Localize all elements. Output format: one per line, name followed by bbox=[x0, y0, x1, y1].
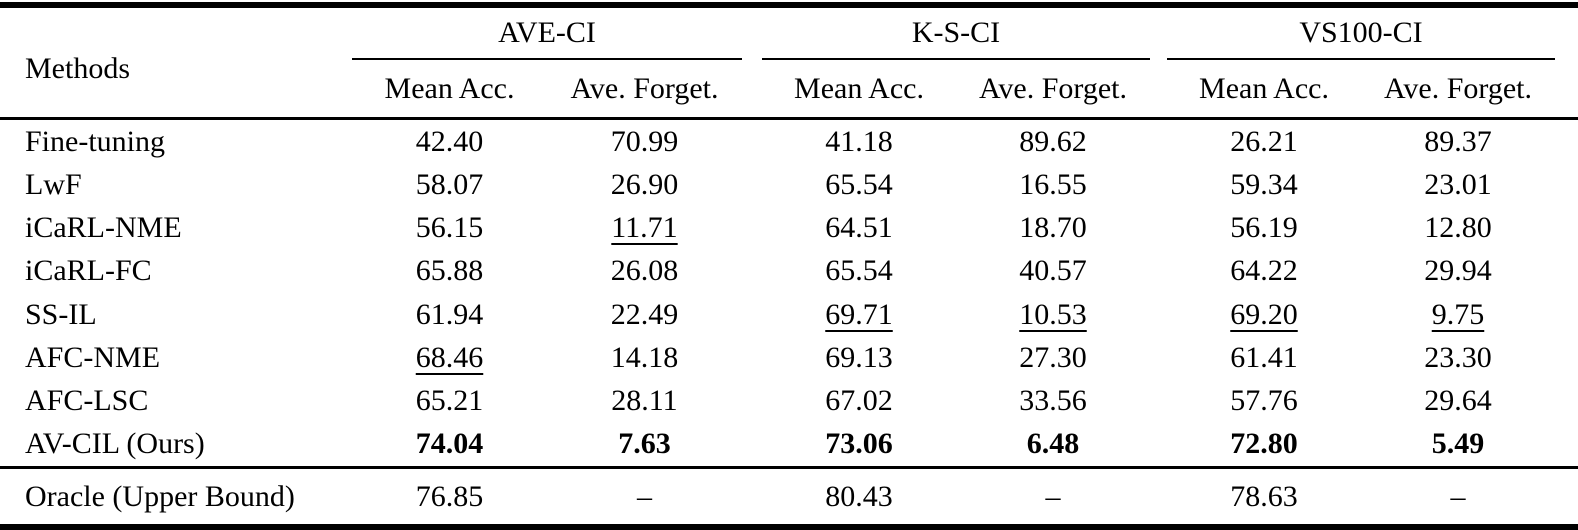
value-cell: 28.11 bbox=[611, 384, 678, 418]
value-cell: 33.56 bbox=[1019, 384, 1087, 418]
value-cell: 57.76 bbox=[1230, 384, 1298, 418]
value-cell: 65.21 bbox=[415, 384, 484, 418]
value-cell: 74.04 bbox=[415, 427, 484, 461]
methods-column-header: Methods bbox=[25, 51, 130, 85]
value-cell: 23.01 bbox=[1424, 167, 1492, 201]
table-header: Methods AVE-CI K-S-CI VS100-CI Mean Acc.… bbox=[0, 8, 1578, 117]
value-cell: 64.51 bbox=[825, 211, 893, 245]
value-cell: 26.21 bbox=[1230, 124, 1298, 158]
subheader-ave-forget: Ave. Forget. bbox=[1383, 71, 1533, 105]
group-header-vs100-ci: VS100-CI bbox=[1167, 8, 1555, 60]
value-cell: 41.18 bbox=[825, 124, 893, 158]
table-row: Fine-tuning 42.40 70.99 41.18 89.62 26.2… bbox=[0, 120, 1578, 163]
value-cell: 22.49 bbox=[610, 297, 679, 331]
table-row: AFC-NME 68.46 14.18 69.13 27.30 61.41 23… bbox=[0, 336, 1578, 379]
table-row-oracle: Oracle (Upper Bound) 76.85 – 80.43 – 78.… bbox=[0, 469, 1578, 524]
table-row: iCaRL-NME 56.15 11.71 64.51 18.70 56.19 … bbox=[0, 207, 1578, 250]
value-cell: 73.06 bbox=[825, 427, 893, 461]
value-cell: 12.80 bbox=[1424, 211, 1492, 245]
value-cell: 72.80 bbox=[1230, 427, 1298, 461]
value-cell: 78.63 bbox=[1230, 479, 1298, 513]
value-cell: 65.54 bbox=[825, 254, 893, 288]
value-cell: 69.71 bbox=[762, 298, 956, 332]
method-cell: AV-CIL (Ours) bbox=[25, 427, 205, 461]
value-cell: 10.53 bbox=[956, 298, 1150, 332]
subheader-ave-forget: Ave. Forget. bbox=[570, 71, 719, 105]
value-cell: 9.75 bbox=[1361, 298, 1555, 332]
value-cell: 27.30 bbox=[1019, 340, 1087, 374]
value-cell: 89.37 bbox=[1424, 124, 1492, 158]
value-cell: 69.13 bbox=[825, 340, 893, 374]
group-header-label: K-S-CI bbox=[911, 16, 1001, 49]
method-cell: AFC-NME bbox=[25, 340, 161, 374]
table-row: LwF 58.07 26.90 65.54 16.55 59.34 23.01 bbox=[0, 163, 1578, 206]
table-top-rule bbox=[0, 2, 1578, 8]
value-cell: 29.94 bbox=[1424, 254, 1492, 288]
table-row: iCaRL-FC 65.88 26.08 65.54 40.57 64.22 2… bbox=[0, 250, 1578, 293]
value-cell: 61.41 bbox=[1230, 340, 1298, 374]
value-cell: 14.18 bbox=[610, 340, 679, 374]
value-cell: 65.54 bbox=[825, 167, 893, 201]
header-bottom-rule bbox=[0, 117, 1578, 120]
table-row-ours: AV-CIL (Ours) 74.04 7.63 73.06 6.48 72.8… bbox=[0, 423, 1578, 466]
method-cell: LwF bbox=[25, 167, 82, 201]
value-cell: 65.88 bbox=[415, 254, 484, 288]
value-cell: 58.07 bbox=[415, 167, 484, 201]
underlined-value: 9.75 bbox=[1431, 297, 1485, 331]
table-row: SS-IL 61.94 22.49 69.71 10.53 69.20 9.75 bbox=[0, 293, 1578, 336]
value-cell: 42.40 bbox=[415, 124, 484, 158]
group-header-label: VS100-CI bbox=[1299, 16, 1423, 49]
value-cell: 5.49 bbox=[1431, 427, 1485, 461]
value-cell: 29.64 bbox=[1424, 384, 1492, 418]
underlined-value: 11.71 bbox=[611, 211, 678, 245]
underlined-value: 69.20 bbox=[1230, 297, 1298, 331]
value-cell: 16.55 bbox=[1019, 167, 1087, 201]
underlined-value: 69.71 bbox=[825, 297, 893, 331]
value-cell: – bbox=[1450, 479, 1466, 513]
value-cell: 7.63 bbox=[618, 427, 671, 461]
value-cell: 26.08 bbox=[610, 254, 679, 288]
table-row: AFC-LSC 65.21 28.11 67.02 33.56 57.76 29… bbox=[0, 380, 1578, 423]
oracle-separator-rule bbox=[0, 466, 1578, 469]
value-cell: 56.19 bbox=[1230, 211, 1298, 245]
subheader-mean-acc: Mean Acc. bbox=[1199, 71, 1329, 105]
underlined-value: 10.53 bbox=[1019, 297, 1087, 331]
value-cell: 89.62 bbox=[1019, 124, 1087, 158]
value-cell: 67.02 bbox=[825, 384, 893, 418]
value-cell: 59.34 bbox=[1230, 167, 1298, 201]
value-cell: 61.94 bbox=[415, 297, 484, 331]
method-cell: Fine-tuning bbox=[25, 124, 165, 158]
subheader-mean-acc: Mean Acc. bbox=[794, 71, 924, 105]
method-cell: SS-IL bbox=[25, 297, 97, 331]
value-cell: 40.57 bbox=[1019, 254, 1087, 288]
value-cell: 18.70 bbox=[1019, 211, 1087, 245]
group-header-ave-ci: AVE-CI bbox=[352, 8, 742, 60]
value-cell: 26.90 bbox=[610, 167, 679, 201]
value-cell: 76.85 bbox=[415, 479, 484, 513]
value-cell: 70.99 bbox=[610, 124, 679, 158]
value-cell: 69.20 bbox=[1167, 298, 1361, 332]
method-cell: iCaRL-FC bbox=[25, 254, 152, 288]
value-cell: 23.30 bbox=[1424, 340, 1492, 374]
value-cell: 68.46 bbox=[352, 341, 547, 375]
method-cell: iCaRL-NME bbox=[25, 211, 182, 245]
method-cell: Oracle (Upper Bound) bbox=[25, 479, 295, 513]
table-bottom-rule bbox=[0, 524, 1578, 530]
value-cell: 80.43 bbox=[825, 479, 893, 513]
value-cell: – bbox=[1045, 479, 1061, 513]
group-header-k-s-ci: K-S-CI bbox=[762, 8, 1150, 60]
value-cell: 6.48 bbox=[1026, 427, 1080, 461]
underlined-value: 68.46 bbox=[415, 340, 484, 374]
value-cell: 56.15 bbox=[415, 211, 484, 245]
method-cell: AFC-LSC bbox=[25, 384, 149, 418]
group-header-label: AVE-CI bbox=[498, 16, 596, 49]
subheader-mean-acc: Mean Acc. bbox=[384, 71, 515, 105]
value-cell: – bbox=[637, 479, 652, 513]
value-cell: 11.71 bbox=[547, 211, 742, 245]
value-cell: 64.22 bbox=[1230, 254, 1298, 288]
subheader-ave-forget: Ave. Forget. bbox=[978, 71, 1128, 105]
